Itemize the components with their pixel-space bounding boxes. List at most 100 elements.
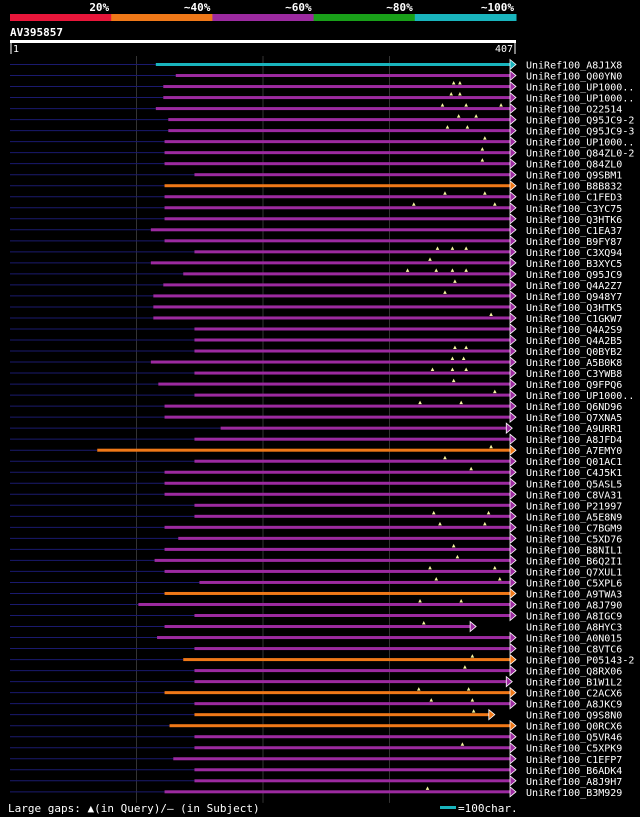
query-gap-marker bbox=[443, 191, 447, 195]
hit-bar bbox=[173, 757, 512, 761]
hit-bar bbox=[194, 349, 512, 353]
hit-arrow bbox=[509, 301, 517, 313]
query-gap-marker bbox=[435, 246, 440, 250]
hit-arrow bbox=[509, 168, 517, 181]
hit-arrow bbox=[509, 69, 517, 82]
hit-arrow bbox=[509, 785, 517, 798]
hit-arrow bbox=[509, 334, 517, 346]
hit-label: UniRef100_Q6ND96 bbox=[526, 402, 622, 413]
query-gap-marker bbox=[465, 125, 470, 129]
hit-label: UniRef100_A8HYC3 bbox=[526, 623, 622, 634]
query-gap-marker bbox=[445, 125, 450, 129]
query-gap-marker bbox=[412, 202, 416, 206]
query-gap-marker bbox=[443, 290, 447, 294]
legend-label: ~100% bbox=[481, 1, 514, 14]
hit-label: UniRef100_C7BGM9 bbox=[526, 523, 622, 534]
hit-arrow bbox=[509, 763, 517, 776]
hit-arrow bbox=[509, 466, 517, 479]
query-gap-marker bbox=[483, 521, 487, 526]
hit-arrow bbox=[509, 664, 517, 677]
hit-bar bbox=[194, 338, 512, 342]
query-gap-marker bbox=[470, 698, 475, 702]
hit-arrow bbox=[509, 323, 517, 335]
query-gap-marker bbox=[450, 246, 455, 250]
hit-bar bbox=[164, 415, 511, 419]
hit-label: UniRef100_Q4A2S9 bbox=[526, 325, 622, 336]
hit-arrow bbox=[509, 257, 517, 269]
query-gap-marker bbox=[499, 103, 503, 107]
hit-bar bbox=[164, 140, 511, 144]
query-gap-marker bbox=[464, 345, 468, 350]
hit-arrow bbox=[509, 345, 517, 357]
query-gap-marker bbox=[480, 158, 485, 162]
hit-bar bbox=[164, 195, 511, 199]
hit-bar bbox=[194, 437, 512, 441]
query-gap-marker bbox=[459, 400, 463, 405]
query-gap-marker bbox=[453, 279, 457, 283]
query-gap-marker bbox=[418, 400, 422, 405]
hit-bar bbox=[164, 217, 511, 221]
hit-bar bbox=[153, 305, 511, 309]
hit-arrow bbox=[509, 135, 517, 148]
hit-label: UniRef100_Q5VR46 bbox=[526, 733, 622, 744]
hit-label: UniRef100_C5XPK9 bbox=[526, 744, 622, 755]
query-gap-marker bbox=[461, 356, 466, 361]
query-gap-marker bbox=[451, 543, 456, 548]
hit-label: UniRef100_Q5ASL5 bbox=[526, 479, 622, 490]
hit-arrow bbox=[509, 631, 517, 644]
hit-label: UniRef100_B6ADK4 bbox=[526, 766, 622, 777]
legend-swatch bbox=[414, 14, 517, 21]
query-gap-marker bbox=[458, 81, 462, 85]
query-gap-marker bbox=[474, 114, 478, 118]
hit-arrow bbox=[509, 653, 517, 666]
hit-arrow bbox=[509, 444, 517, 457]
hit-label: UniRef100_UP1000.. bbox=[526, 94, 634, 105]
hit-label: UniRef100_A9URR1 bbox=[526, 424, 622, 435]
hit-arrow bbox=[509, 367, 517, 379]
hit-label: UniRef100_O22514 bbox=[526, 105, 622, 116]
hit-bar bbox=[164, 492, 511, 496]
hit-bar bbox=[169, 724, 511, 728]
hit-label: UniRef100_Q7XNA5 bbox=[526, 413, 622, 424]
hit-label: UniRef100_Q8RX06 bbox=[526, 667, 622, 678]
hit-arrow bbox=[509, 113, 517, 126]
hit-label: UniRef100_C8VA31 bbox=[526, 490, 622, 501]
hit-label: UniRef100_UP1000.. bbox=[526, 83, 634, 94]
hit-arrow bbox=[509, 190, 517, 203]
hit-bar bbox=[155, 63, 511, 66]
hit-label: UniRef100_B8NIL1 bbox=[526, 545, 622, 556]
hit-bar bbox=[194, 371, 512, 375]
hit-label: UniRef100_Q84ZL0-2 bbox=[526, 149, 634, 160]
hit-label: UniRef100_Q84ZL0 bbox=[526, 160, 622, 171]
query-gap-marker bbox=[443, 455, 447, 460]
hit-bar bbox=[163, 283, 511, 287]
hit-label: UniRef100_C2ACX6 bbox=[526, 689, 622, 700]
query-title: AV395857 bbox=[10, 26, 63, 39]
hit-label: UniRef100_UP1000.. bbox=[526, 391, 634, 402]
hit-label: UniRef100_C8VTC6 bbox=[526, 645, 622, 656]
query-gap-marker bbox=[430, 367, 435, 372]
query-gap-marker bbox=[469, 466, 473, 471]
hit-bar bbox=[194, 459, 512, 463]
hit-label: UniRef100_A5B0K8 bbox=[526, 358, 622, 369]
hit-arrow bbox=[488, 708, 496, 721]
query-gap-marker bbox=[460, 742, 465, 746]
query-gap-marker bbox=[464, 268, 468, 272]
hit-bar bbox=[183, 658, 511, 662]
hit-bar bbox=[164, 481, 511, 485]
hit-label: UniRef100_Q9S8N0 bbox=[526, 711, 622, 722]
hit-arrow bbox=[509, 212, 517, 225]
hit-arrow bbox=[509, 730, 517, 743]
legend-swatch bbox=[212, 14, 315, 21]
hit-bar bbox=[157, 636, 512, 640]
query-gap-marker bbox=[466, 687, 471, 691]
hit-arrow bbox=[509, 532, 517, 545]
hit-label: UniRef100_C5XPL6 bbox=[526, 578, 622, 589]
hit-arrow bbox=[509, 543, 517, 556]
hit-bar bbox=[194, 173, 512, 177]
query-gap-marker bbox=[471, 709, 476, 713]
hit-arrow bbox=[509, 598, 517, 611]
hit-arrow bbox=[509, 554, 517, 567]
hit-bar bbox=[164, 206, 511, 210]
